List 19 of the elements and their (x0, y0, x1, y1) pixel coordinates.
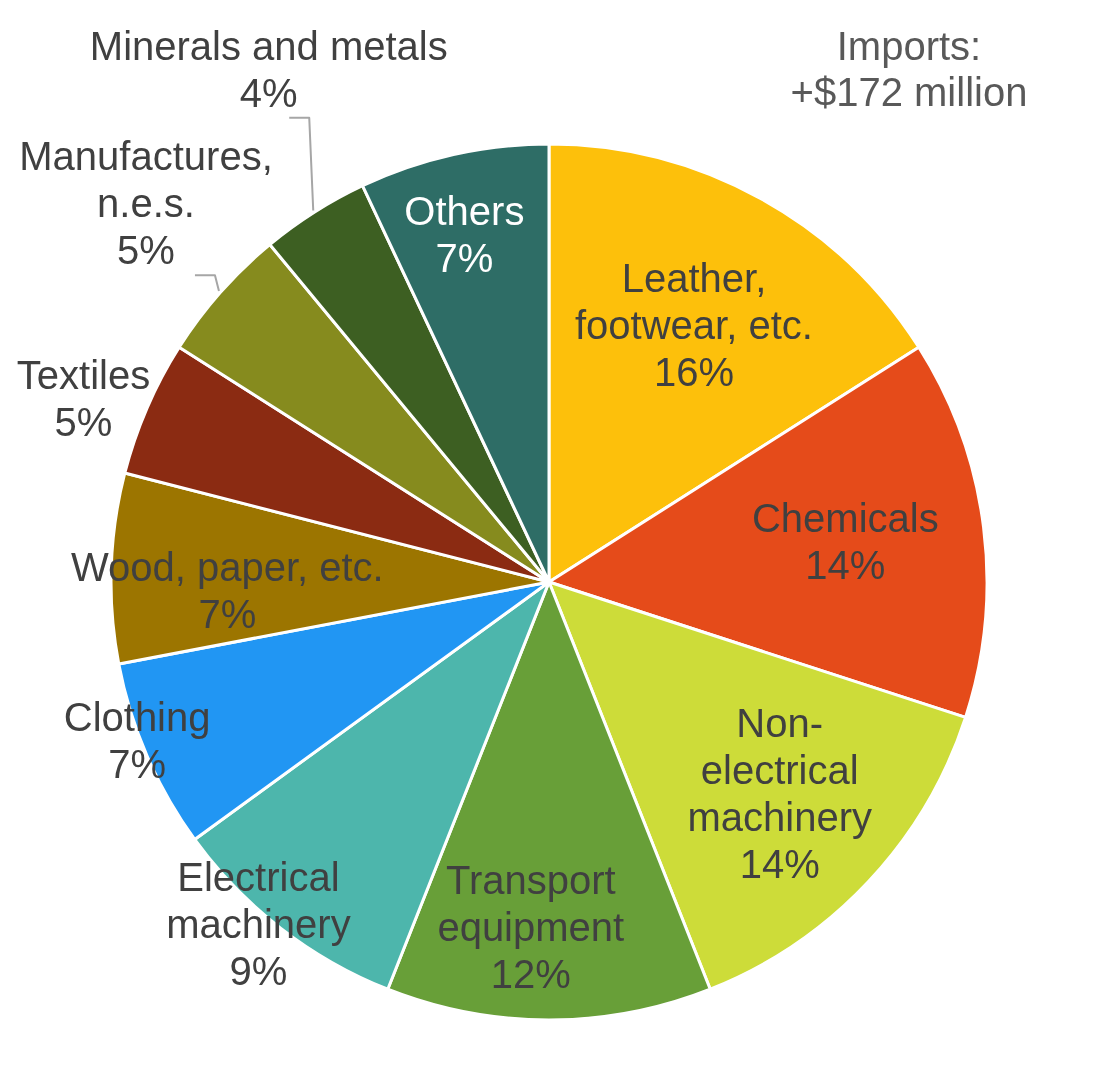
slice-label: Manufactures, n.e.s. (19, 134, 273, 226)
slice-label: Transport equipment (437, 857, 625, 949)
data-label: 4% (239, 70, 298, 115)
data-label: 7% (198, 592, 257, 637)
slice-label: Non-electrical machinery (687, 700, 872, 839)
data-label: 12% (490, 951, 571, 996)
slice-label: Chemicals (751, 495, 939, 540)
data-label: 5% (54, 399, 113, 444)
slice-label: Others (404, 188, 525, 233)
slice-label: Minerals and metals (89, 23, 448, 68)
slice-label: Leather, footwear, etc. (575, 255, 813, 347)
data-label: 14% (739, 841, 820, 886)
chart-title: Imports: +$172 million (789, 23, 1029, 115)
data-label: 9% (229, 949, 288, 994)
slice-label: Textiles (16, 352, 151, 397)
data-label: 16% (653, 349, 734, 394)
data-label: 5% (117, 228, 175, 273)
data-label: 14% (805, 542, 886, 587)
data-label: 7% (435, 235, 494, 280)
